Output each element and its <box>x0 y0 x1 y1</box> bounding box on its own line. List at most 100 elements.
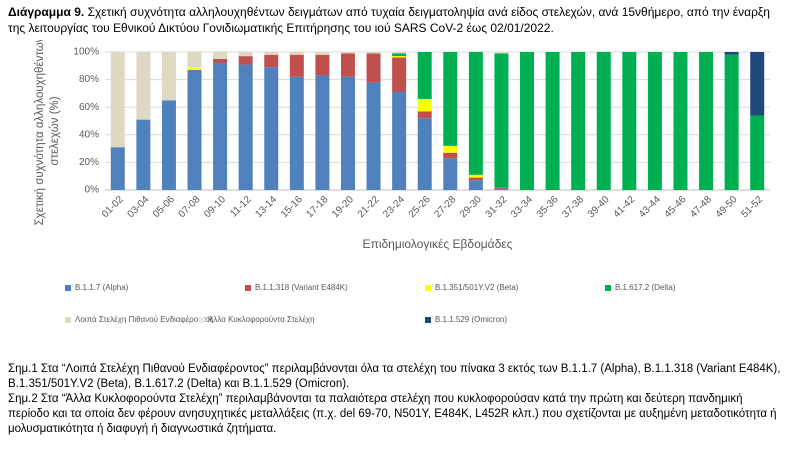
x-tick-label: 17-18 <box>305 194 331 220</box>
y-tick-label: 20% <box>79 157 99 168</box>
bar-segment <box>699 52 714 190</box>
bar-segment <box>673 52 688 190</box>
bar-segment <box>340 52 355 54</box>
bar-segment <box>289 54 304 77</box>
bar-segment <box>340 53 355 77</box>
bar-segment <box>468 180 483 190</box>
bar-segment <box>392 57 407 93</box>
bar-segment <box>110 52 125 148</box>
bar-segment <box>571 52 586 190</box>
legend-swatch <box>245 285 251 291</box>
legend-label: Λοιπά Στελέχη Πιθανού Ενδιαφέροντος <box>75 315 214 324</box>
x-tick-label: 05-06 <box>151 194 177 220</box>
legend-swatch <box>605 285 611 291</box>
x-tick-label: 23-24 <box>381 194 407 220</box>
chart: 0% 20% 40% 60% 80% 100% 01-02 03-04 05-06 07-08 09… <box>34 40 770 324</box>
legend-swatch <box>65 285 71 291</box>
legend-swatch <box>425 285 431 291</box>
bar-segment <box>468 52 483 175</box>
bar-segment <box>494 53 509 188</box>
x-axis-title: Επιδημιολογικές Εβδομάδες <box>363 237 513 251</box>
bar-segment <box>289 52 304 55</box>
x-tick-label: 07-08 <box>177 194 203 220</box>
legend-label: Άλλα Κυκλοφορούντα Στελέχη <box>208 315 315 324</box>
y-tick-label: 40% <box>79 129 99 140</box>
bar-segment <box>366 52 381 54</box>
x-tick-label: 45-46 <box>663 194 689 220</box>
bar-segment <box>750 115 765 190</box>
y-axis-title: Σχετική συχνότητα αλληλουχηθέντων <box>34 40 46 225</box>
x-tick-label: 01-02 <box>100 194 126 220</box>
x-tick-label: 11-12 <box>228 194 254 220</box>
bar-segment <box>315 52 330 55</box>
notes: Σημ.1 Στα “Λοιπά Στελέχη Πιθανού Ενδιαφέ… <box>8 362 783 437</box>
bar-segment <box>161 52 176 101</box>
bar-segment <box>315 54 330 76</box>
bar-segment <box>161 100 176 190</box>
x-tick-label: 33-34 <box>509 194 535 220</box>
bar-segment <box>622 52 637 190</box>
y-tick-label: 60% <box>79 102 99 113</box>
x-tick-label: 21-22 <box>356 194 382 220</box>
bar-segment <box>187 52 202 68</box>
y-tick-label: 100% <box>73 47 99 58</box>
bar-segment <box>366 82 381 190</box>
bar-segment <box>340 76 355 190</box>
bar-segment <box>417 52 432 99</box>
bar-segment <box>724 52 739 55</box>
x-tick-label: 27-28 <box>432 194 458 220</box>
x-tick-label: 03-04 <box>125 194 151 220</box>
bar-segment <box>417 118 432 190</box>
bar-segment <box>289 76 304 190</box>
x-tick-label: 41-42 <box>611 194 637 220</box>
x-tick-label: 43-44 <box>637 194 663 220</box>
bar-segment <box>520 52 535 190</box>
legend-label: B.1.1.529 (Omicron) <box>435 315 507 324</box>
y-axis-title: στελεχών (%) <box>49 96 61 165</box>
bar-segment <box>238 56 253 65</box>
x-tick-label: 29-30 <box>458 194 484 220</box>
bar-segment <box>494 52 509 54</box>
y-tick-label: 0% <box>85 185 100 196</box>
bar-segment <box>264 54 279 68</box>
bar-segment <box>136 52 151 120</box>
bar-segment <box>417 98 432 112</box>
bar-segment <box>136 119 151 190</box>
legend-swatch <box>425 317 431 323</box>
bar-segment <box>468 177 483 181</box>
bar-segment <box>647 52 662 190</box>
x-tick-label: 51-52 <box>739 194 765 220</box>
bar-segment <box>213 58 228 64</box>
bar-segment <box>494 187 509 189</box>
x-tick-label: 13-14 <box>253 194 279 220</box>
bar-segment <box>443 152 458 159</box>
x-tick-label: 15-16 <box>279 194 305 220</box>
bar-segment <box>110 147 125 190</box>
bar-segment <box>392 52 407 54</box>
bar-segment <box>264 67 279 190</box>
legend-label: B.1.617.2 (Delta) <box>615 283 676 292</box>
x-tick-label: 09-10 <box>202 194 228 220</box>
legend-label: B.1.351/501Y.V2 (Beta) <box>435 283 519 292</box>
y-tick-label: 80% <box>79 74 99 85</box>
x-tick-label: 25-26 <box>407 194 433 220</box>
bar-segment <box>750 52 765 116</box>
x-tick-label: 31-32 <box>484 194 510 220</box>
x-tick-label: 49-50 <box>714 194 740 220</box>
x-tick-label: 39-40 <box>586 194 612 220</box>
note: Σημ.1 Στα “Λοιπά Στελέχη Πιθανού Ενδιαφέ… <box>8 363 781 390</box>
bar-segment <box>443 145 458 153</box>
chart-title-block: Διάγραμμα 9. Σχετική συχνότητα αλληλουχη… <box>8 4 783 36</box>
legend-swatch <box>198 317 204 323</box>
x-tick-label: 19-20 <box>330 194 356 220</box>
bar-segment <box>545 52 560 190</box>
bar-segment <box>392 53 407 57</box>
bar-segment <box>213 52 228 59</box>
x-tick-label: 37-38 <box>560 194 586 220</box>
bar-segment <box>366 53 381 83</box>
bar-segment <box>443 52 458 146</box>
bar-segment <box>238 52 253 57</box>
legend-swatch <box>65 317 71 323</box>
bar-segment <box>443 158 458 190</box>
